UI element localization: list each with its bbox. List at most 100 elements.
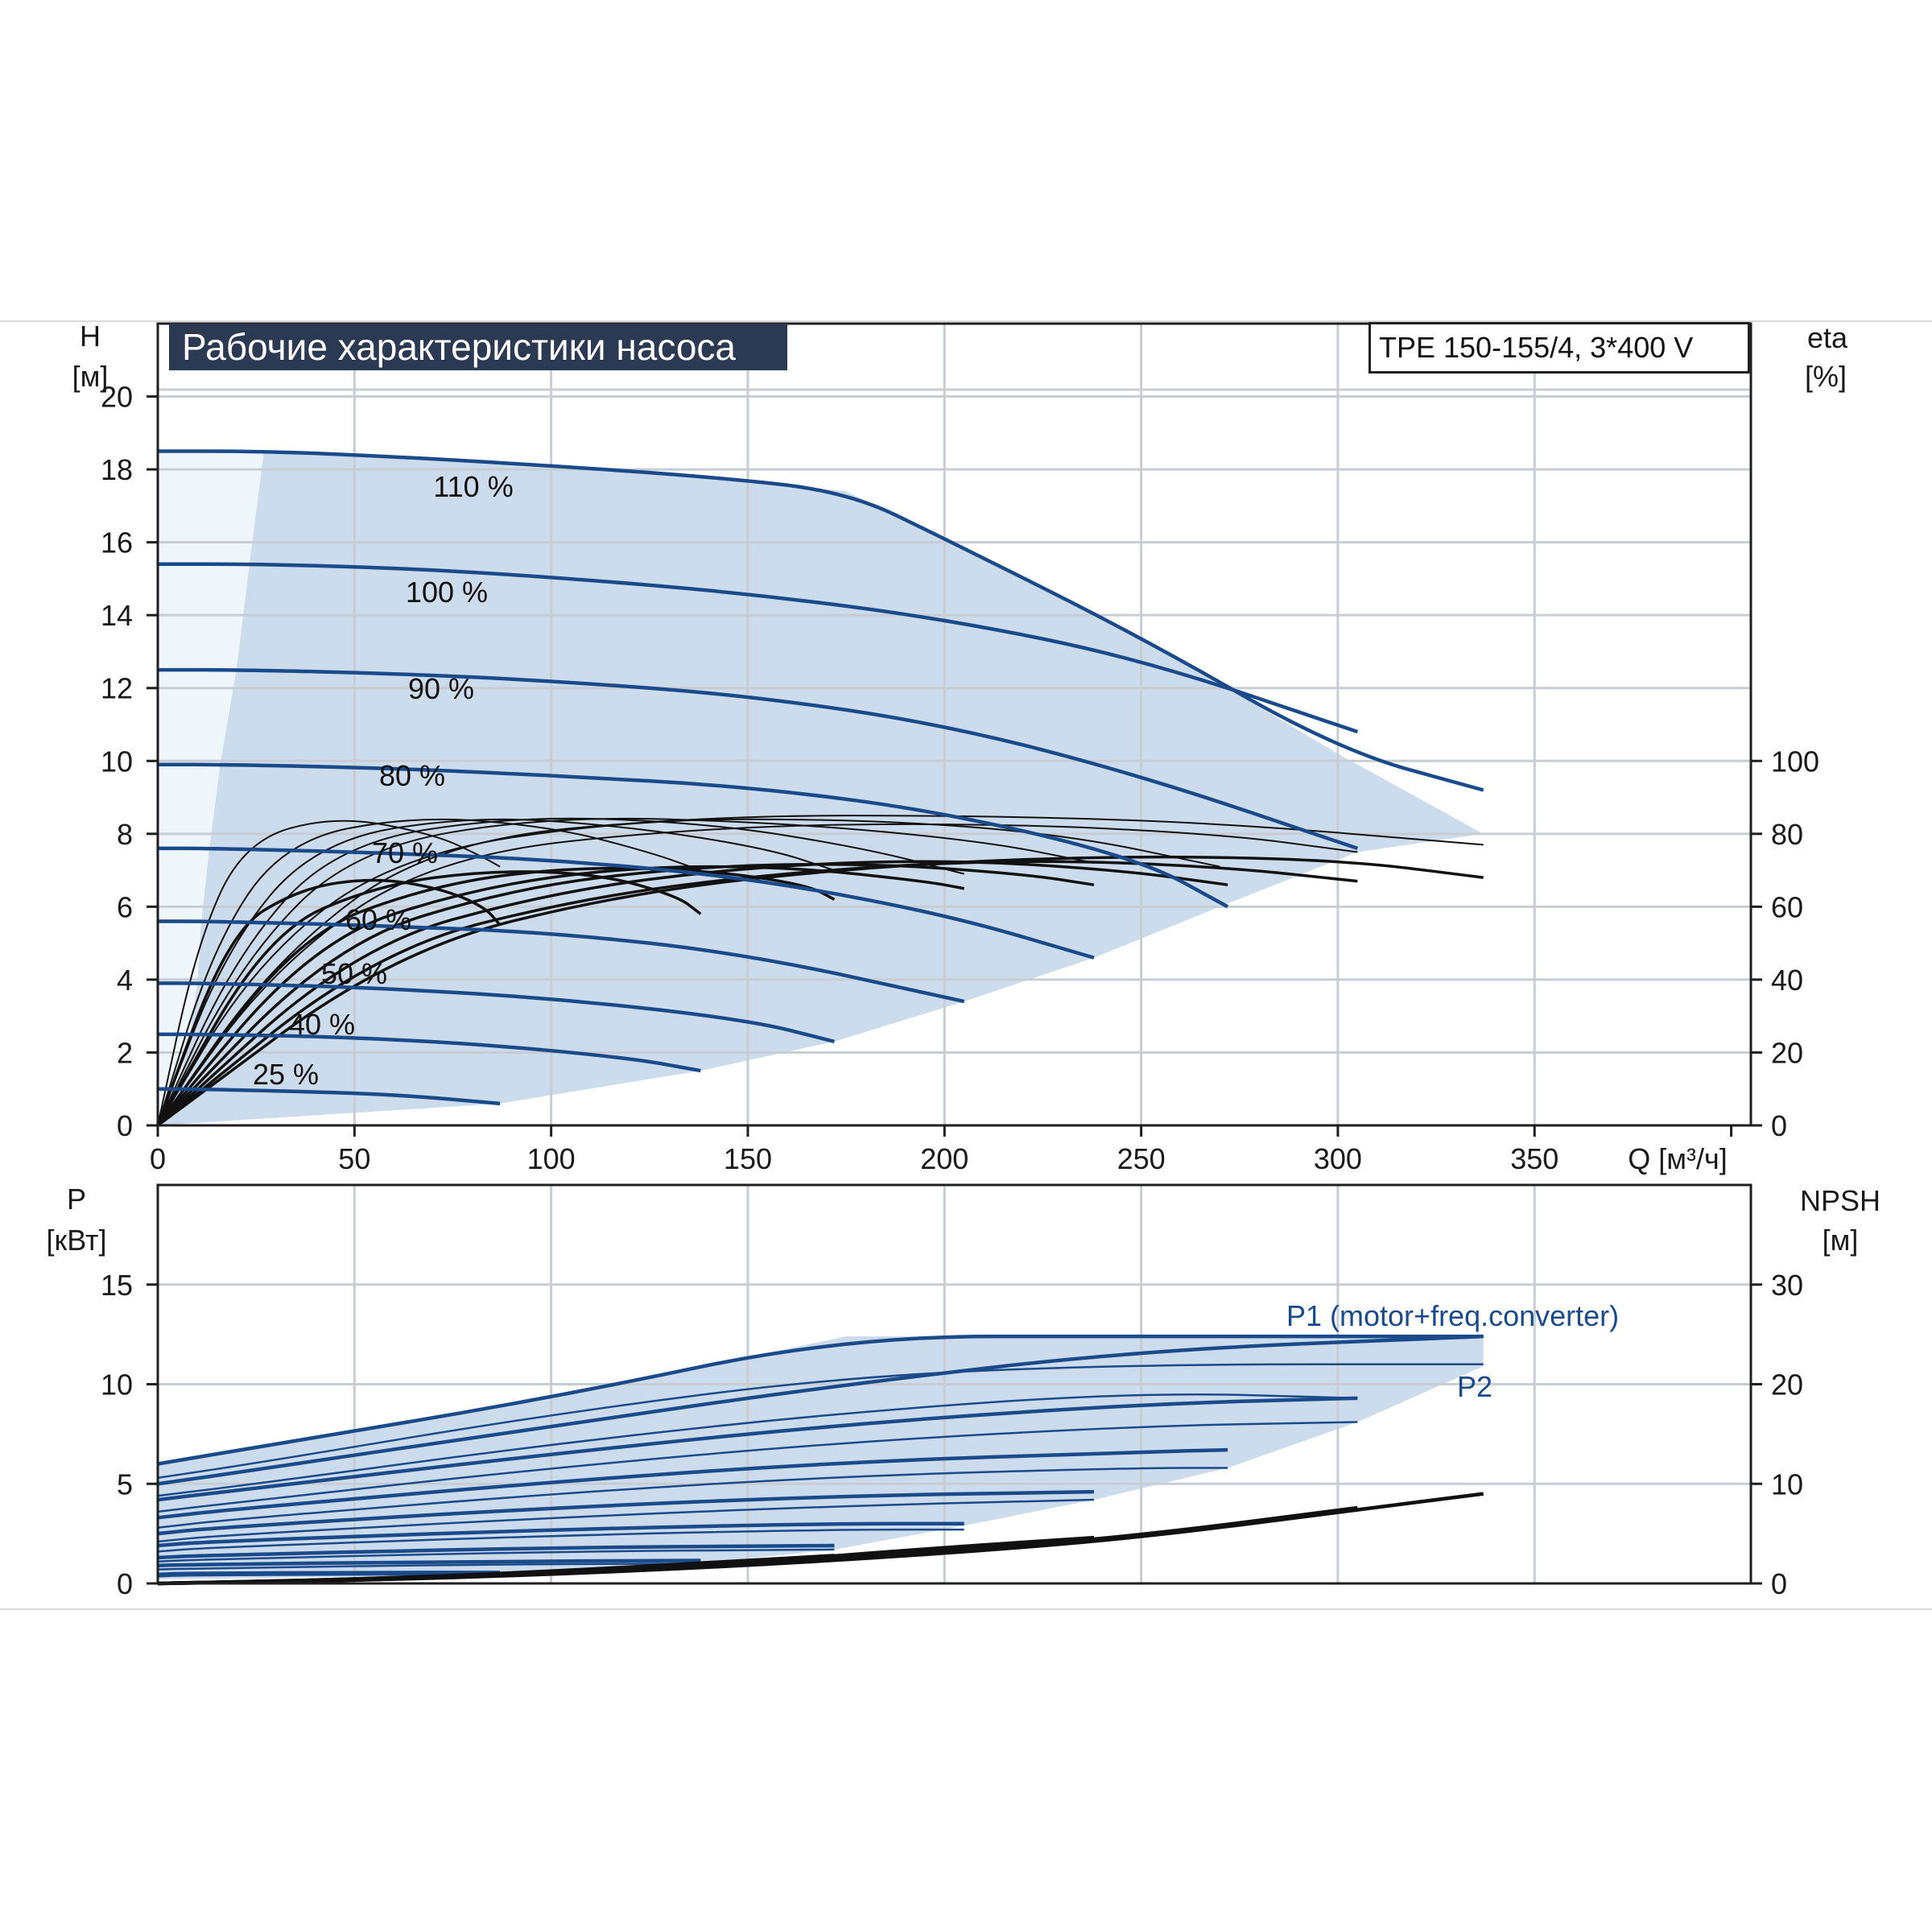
power-axis-unit: [кВт] [46, 1224, 106, 1257]
y2-tick-label: 20 [1771, 1036, 1803, 1069]
x-tick-label: 0 [150, 1142, 166, 1175]
speed-label: 110 % [433, 470, 513, 503]
p1-curve [157, 1334, 1484, 1486]
y-tick-label: 20 [101, 381, 133, 414]
eta-curve [157, 823, 1358, 1126]
flow-axis-label: Q [м³/ч] [1628, 1142, 1728, 1175]
y-tick-label: 8 [117, 818, 133, 851]
eta-curve [157, 817, 964, 1126]
p1-curve [157, 1521, 964, 1548]
head-curve [158, 846, 1095, 960]
speed-label: 60 % [345, 903, 411, 936]
eta-curve [156, 860, 1228, 1127]
p2-label: P2 [1457, 1370, 1492, 1403]
y2-tick-label: 20 [1771, 1368, 1803, 1402]
head-curve [158, 1087, 501, 1106]
x-tick-label: 50 [338, 1142, 370, 1175]
y2-tick-label: 80 [1771, 818, 1803, 851]
low-flow-region [158, 451, 264, 1125]
speed-label: 70 % [372, 836, 438, 869]
head-axis-unit: [м] [72, 360, 109, 393]
pump-model: TPE 150-155/4, 3*400 V [1368, 322, 1750, 374]
speed-label: 50 % [321, 957, 387, 990]
y2-tick-label: 60 [1771, 890, 1803, 923]
x-tick-label: 150 [724, 1142, 772, 1175]
eta-axis-label: eta [1807, 321, 1848, 354]
p1-curve [157, 1571, 501, 1577]
eta-curve [156, 860, 1358, 1127]
y2-tick-label: 0 [1771, 1109, 1787, 1142]
y2-tick-label: 40 [1771, 964, 1803, 997]
x-tick-label: 200 [920, 1142, 968, 1175]
head-curve [158, 762, 1229, 909]
head-curve [158, 1032, 701, 1073]
speed-label: 100 % [406, 576, 488, 609]
y-tick-label: 5 [117, 1468, 133, 1501]
chart-title: Рабочие характеристики насоса [169, 324, 787, 370]
speed-label: 90 % [408, 672, 474, 705]
y-tick-label: 10 [101, 1368, 133, 1402]
npsh-axis-unit: [м] [1823, 1224, 1859, 1257]
eta-axis-unit: [%] [1805, 360, 1847, 393]
eta-curve [157, 818, 1220, 1126]
operating-region [158, 451, 1484, 1125]
p2-curve [157, 1363, 1484, 1480]
eta-curve [157, 818, 835, 1126]
p1-curve [157, 1543, 835, 1560]
p2-curve [157, 1573, 501, 1578]
y2-tick-label: 30 [1771, 1269, 1803, 1302]
p1-label: P1 (motor+freq.converter) [1286, 1299, 1619, 1332]
eta-curve [157, 817, 1095, 1126]
p2-curve [157, 1563, 701, 1571]
x-tick-label: 250 [1117, 1142, 1166, 1175]
eta-curve [156, 870, 702, 1126]
head-plot-frame [156, 322, 1752, 1127]
speed-label: 40 % [289, 1008, 355, 1041]
eta-curve [156, 862, 1095, 1127]
head-curve [158, 562, 1359, 734]
p1-curve [157, 1558, 701, 1567]
y2-tick-label: 10 [1771, 1468, 1803, 1501]
speed-label: 25 % [253, 1058, 319, 1091]
y-tick-label: 6 [117, 890, 133, 923]
y-tick-label: 14 [101, 599, 133, 632]
head-curve [158, 981, 836, 1044]
y-tick-label: 18 [101, 453, 133, 486]
p2-curve [157, 1548, 835, 1563]
p2-curve [157, 1498, 1095, 1543]
power-region [158, 1336, 1484, 1580]
y-tick-label: 12 [101, 672, 133, 705]
head-curve [158, 667, 1359, 851]
y-tick-label: 2 [117, 1036, 133, 1069]
page-rule-bottom [0, 1608, 1932, 1610]
x-tick-label: 100 [527, 1142, 576, 1175]
eta-curve [157, 818, 701, 1126]
page-rule-top [0, 320, 1932, 322]
head-axis-label: H [80, 320, 101, 353]
y2-tick-label: 0 [1771, 1567, 1787, 1600]
p2-curve [157, 1421, 1358, 1513]
eta-curve [156, 866, 836, 1127]
p1-curve [157, 1447, 1228, 1520]
y-tick-label: 10 [101, 745, 133, 778]
y-tick-label: 0 [117, 1567, 133, 1600]
p2-curve [157, 1467, 1228, 1529]
p1-curve [157, 1489, 1095, 1536]
speed-label: 80 % [379, 759, 445, 792]
p2-curve [157, 1528, 964, 1553]
npsh-axis-label: NPSH [1800, 1184, 1880, 1217]
head-curve [158, 919, 965, 1004]
head-curve [157, 449, 1484, 792]
p2-curve [157, 1393, 1358, 1497]
y-tick-label: 15 [101, 1269, 133, 1302]
y-tick-label: 4 [117, 964, 133, 997]
power-axis-label: P [67, 1183, 86, 1216]
eta-curve [156, 865, 965, 1127]
x-tick-label: 300 [1314, 1142, 1362, 1175]
y2-tick-label: 100 [1771, 745, 1819, 778]
y-tick-label: 16 [101, 526, 133, 559]
y-tick-label: 0 [117, 1109, 133, 1142]
x-tick-label: 350 [1510, 1142, 1558, 1175]
